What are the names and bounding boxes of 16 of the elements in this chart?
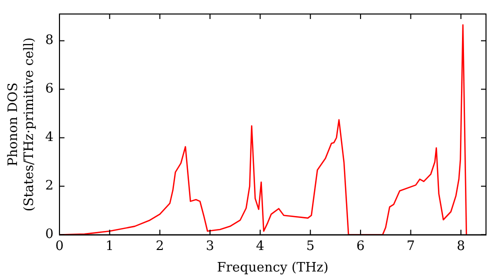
x-tick-label: 5 [306,238,315,254]
x-tick-label: 2 [156,238,164,254]
y-tick-label: 4 [45,130,54,146]
x-tick-label: 6 [356,238,365,254]
x-tick-label: 7 [406,238,415,254]
x-tick-label: 3 [206,238,214,254]
y-axis-title: Phonon DOS (States/THz·primitive cell) [6,37,37,212]
x-tick-label: 4 [256,238,264,254]
x-axis-title: Frequency (THz) [217,260,328,276]
y-tick-label: 0 [45,227,54,242]
y-tick-label: 8 [45,33,54,48]
x-tick-label: 8 [456,238,466,254]
x-tick-label: 0 [55,238,64,254]
y-tick-label: 6 [45,82,54,97]
x-tick-label: 1 [106,238,114,254]
y-tick-label: 2 [45,178,54,194]
